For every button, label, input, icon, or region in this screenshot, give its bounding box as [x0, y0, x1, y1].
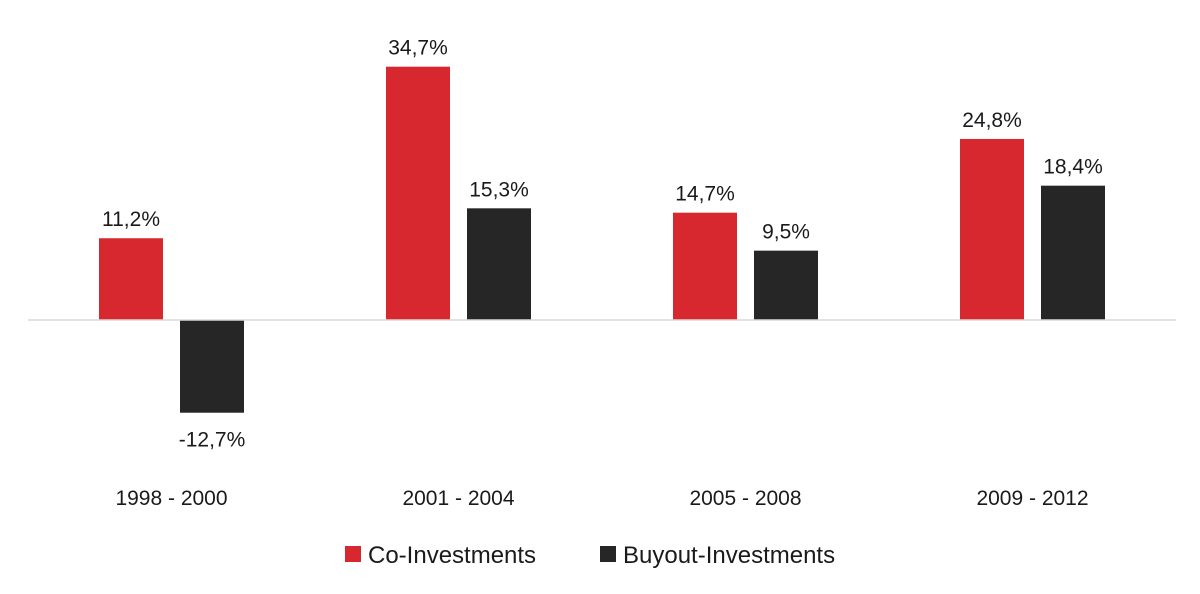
- bars-group: [99, 66, 1105, 413]
- bar-buyout-investments-0: [180, 320, 244, 413]
- data-label-co-investments-3: 24,8%: [962, 109, 1022, 132]
- bar-buyout-investments-2: [754, 250, 818, 320]
- category-label-2: 2005 - 2008: [689, 487, 801, 510]
- bar-co-investments-3: [960, 138, 1024, 320]
- bar-buyout-investments-1: [467, 208, 531, 320]
- legend-swatch-buyout-investments: [600, 546, 616, 562]
- data-label-buyout-investments-2: 9,5%: [762, 221, 810, 244]
- category-label-1: 2001 - 2004: [402, 487, 514, 510]
- category-labels-group: 1998 - 2000 2001 - 2004 2005 - 2008 2009 - …: [115, 487, 1088, 510]
- data-label-co-investments-2: 14,7%: [675, 183, 735, 206]
- legend-swatch-co-investments: [345, 546, 361, 562]
- category-label-0: 1998 - 2000: [115, 487, 227, 510]
- data-label-buyout-investments-0: -12,7%: [179, 429, 246, 452]
- legend-label-buyout-investments: Buyout-Investments: [623, 542, 835, 569]
- bar-buyout-investments-3: [1041, 185, 1105, 320]
- bar-co-investments-0: [99, 238, 163, 320]
- legend: Co-Investments Buyout-Investments: [345, 542, 835, 569]
- data-label-co-investments-0: 11,2%: [102, 208, 160, 231]
- data-label-co-investments-1: 34,7%: [388, 37, 448, 60]
- legend-label-co-investments: Co-Investments: [368, 542, 536, 569]
- data-label-buyout-investments-1: 15,3%: [469, 178, 529, 201]
- bar-co-investments-1: [386, 66, 450, 320]
- bar-co-investments-2: [673, 212, 737, 320]
- data-labels-group: 11,2% -12,7% 34,7% 15,3% 14,7% 9,5% 24,8% 18,4%: [102, 37, 1103, 452]
- data-label-buyout-investments-3: 18,4%: [1043, 156, 1103, 179]
- category-label-3: 2009 - 2012: [976, 487, 1088, 510]
